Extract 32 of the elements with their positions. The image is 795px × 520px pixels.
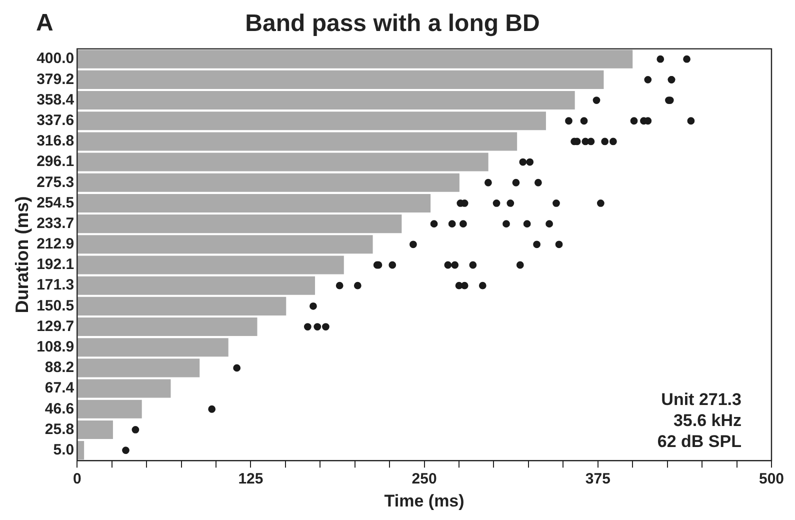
y-tick-label: 275.3 [36,174,74,191]
x-tick-label: 500 [758,470,784,488]
y-tick-label: 46.6 [44,400,74,418]
x-tick-label: 375 [585,470,610,488]
x-tick-label: 0 [72,470,82,488]
y-tick-label: 108.9 [36,338,74,356]
y-axis-title: Duration (ms) [12,196,32,314]
y-tick-label: 337.6 [36,112,74,130]
y-tick-label: 150.5 [36,297,74,314]
y-tick-label: 88.2 [44,359,74,376]
y-tick-label: 25.8 [44,420,74,438]
y-tick-label: 212.9 [36,236,74,253]
y-tick-label: 5.0 [53,441,74,458]
y-tick-label: 400.0 [36,50,74,68]
x-tick-label: 250 [412,470,437,488]
y-tick-label: 379.2 [36,70,74,88]
x-axis-title: Time (ms) [384,491,464,510]
annotation: 62 dB SPL [657,432,742,451]
y-tick-label: 254.5 [36,194,74,212]
chart-title: Band pass with a long BD [245,10,540,38]
y-tick-label: 192.1 [36,256,74,274]
text: A [36,10,54,37]
annotation: 35.6 kHz [673,410,742,430]
annotation: Unit 271.3 [661,390,742,409]
y-tick-label: 67.4 [44,380,75,397]
y-tick-label: 316.8 [36,132,74,150]
y-tick-label: 358.4 [36,91,75,108]
y-tick-label: 129.7 [36,318,74,335]
y-tick-label: 171.3 [36,276,74,294]
y-tick-label: 296.1 [36,153,74,170]
x-tick-label: 125 [238,470,264,488]
y-tick-label: 233.7 [36,214,74,232]
